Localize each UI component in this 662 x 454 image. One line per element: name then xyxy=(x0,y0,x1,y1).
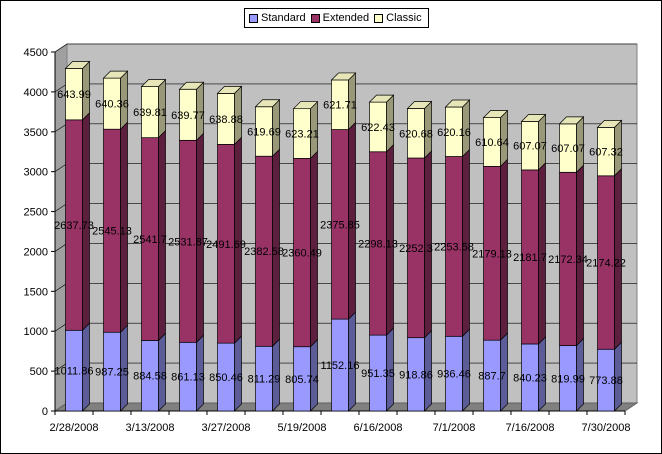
data-label: 1152.16 xyxy=(321,360,360,372)
data-label: 2375.85 xyxy=(320,219,360,231)
data-label: 607.07 xyxy=(513,141,547,153)
legend-swatch-extended xyxy=(310,13,320,23)
y-tick-label: 2000 xyxy=(24,246,48,258)
y-tick-label: 3500 xyxy=(24,127,48,139)
bar-segment-top xyxy=(102,70,129,79)
bar-segment-top xyxy=(406,101,433,109)
data-label: 2637.73 xyxy=(54,220,94,232)
bar-segment-top xyxy=(254,99,281,108)
data-label: 2541.7 xyxy=(133,234,167,246)
data-label: 2360.49 xyxy=(282,248,322,260)
y-gridline xyxy=(54,43,637,53)
data-label: 805.74 xyxy=(285,374,319,386)
x-tick-label: 7/16/2008 xyxy=(506,422,555,434)
legend-item-classic: Classic xyxy=(374,12,422,24)
bar-segment-top xyxy=(292,101,319,110)
data-label: 622.43 xyxy=(361,122,395,134)
bar-segment-top xyxy=(444,99,471,108)
bar-segment-top xyxy=(216,86,243,94)
data-label: 2382.58 xyxy=(244,246,284,258)
bar-segment-top xyxy=(178,81,205,90)
data-label: 811.29 xyxy=(248,374,281,386)
x-tick-label: 5/19/2008 xyxy=(278,422,327,434)
bar-segment-top xyxy=(596,120,623,128)
data-label: 850.46 xyxy=(209,372,243,384)
data-label: 2491.69 xyxy=(206,239,246,251)
data-label: 951.35 xyxy=(361,368,395,380)
bar-segment-top xyxy=(558,116,585,125)
data-label: 819.99 xyxy=(551,373,585,385)
x-tick-label: 7/30/2008 xyxy=(582,422,631,434)
data-label: 887.7 xyxy=(478,371,506,383)
data-label: 639.77 xyxy=(171,110,205,122)
y-tick-label: 2500 xyxy=(24,207,48,219)
data-label: 639.81 xyxy=(133,107,167,119)
legend-label-standard: Standard xyxy=(261,12,306,24)
bar-segment-top xyxy=(482,110,509,118)
data-label: 607.07 xyxy=(551,143,585,155)
data-label: 643.99 xyxy=(57,89,91,101)
y-tick-label: 3000 xyxy=(24,167,48,179)
data-label: 623.21 xyxy=(285,129,319,141)
data-label: 936.46 xyxy=(437,369,471,381)
data-label: 620.68 xyxy=(399,128,433,140)
y-tick-label: 1000 xyxy=(24,326,48,338)
legend-label-classic: Classic xyxy=(386,12,422,24)
data-label: 621.71 xyxy=(323,100,357,112)
data-label: 2298.13 xyxy=(358,238,398,250)
legend-item-standard: Standard xyxy=(249,12,306,24)
data-label: 610.64 xyxy=(475,137,509,149)
data-label: 638.88 xyxy=(209,114,243,126)
data-label: 2545.13 xyxy=(92,226,132,238)
y-tick-label: 500 xyxy=(30,366,48,378)
data-label: 619.69 xyxy=(247,126,281,138)
legend-item-extended: Extended xyxy=(310,12,370,24)
data-label: 640.36 xyxy=(95,99,129,111)
data-label: 2179.13 xyxy=(472,248,512,260)
data-label: 918.86 xyxy=(399,369,433,381)
data-label: 607.32 xyxy=(589,147,623,159)
bar-segment-top xyxy=(368,94,395,103)
x-tick-label: 3/27/2008 xyxy=(202,422,251,434)
y-tick-label: 4000 xyxy=(24,87,48,99)
y-tick-label: 1500 xyxy=(24,286,48,298)
data-label: 987.25 xyxy=(95,367,129,379)
data-label: 884.58 xyxy=(133,371,167,383)
data-label: 840.23 xyxy=(513,372,547,384)
data-label: 861.13 xyxy=(171,372,205,384)
bar-segment-top xyxy=(64,61,91,69)
data-label: 2174.22 xyxy=(586,258,626,270)
data-label: 2181.7 xyxy=(513,252,547,264)
data-label: 2172.34 xyxy=(548,254,588,266)
legend-label-extended: Extended xyxy=(322,12,370,24)
x-tick-label: 3/13/2008 xyxy=(126,422,175,434)
data-label: 773.88 xyxy=(589,375,623,387)
chart-legend: Standard Extended Classic xyxy=(244,8,429,28)
x-tick-label: 7/1/2008 xyxy=(433,422,476,434)
x-tick-label: 6/16/2008 xyxy=(354,422,403,434)
data-label: 1011.86 xyxy=(55,366,94,378)
data-label: 2252.3 xyxy=(399,243,433,255)
legend-swatch-classic xyxy=(374,13,384,23)
bar-segment-top xyxy=(140,79,167,87)
legend-swatch-standard xyxy=(249,13,258,23)
data-label: 2531.87 xyxy=(168,236,208,248)
data-label: 2253.58 xyxy=(434,241,474,253)
data-label: 620.16 xyxy=(437,127,471,139)
bar-segment-top xyxy=(520,114,547,122)
bar-segment-top xyxy=(330,72,357,81)
y-tick-label: 0 xyxy=(42,406,48,418)
x-tick-label: 2/28/2008 xyxy=(50,422,99,434)
y-tick-label: 4500 xyxy=(24,47,48,59)
